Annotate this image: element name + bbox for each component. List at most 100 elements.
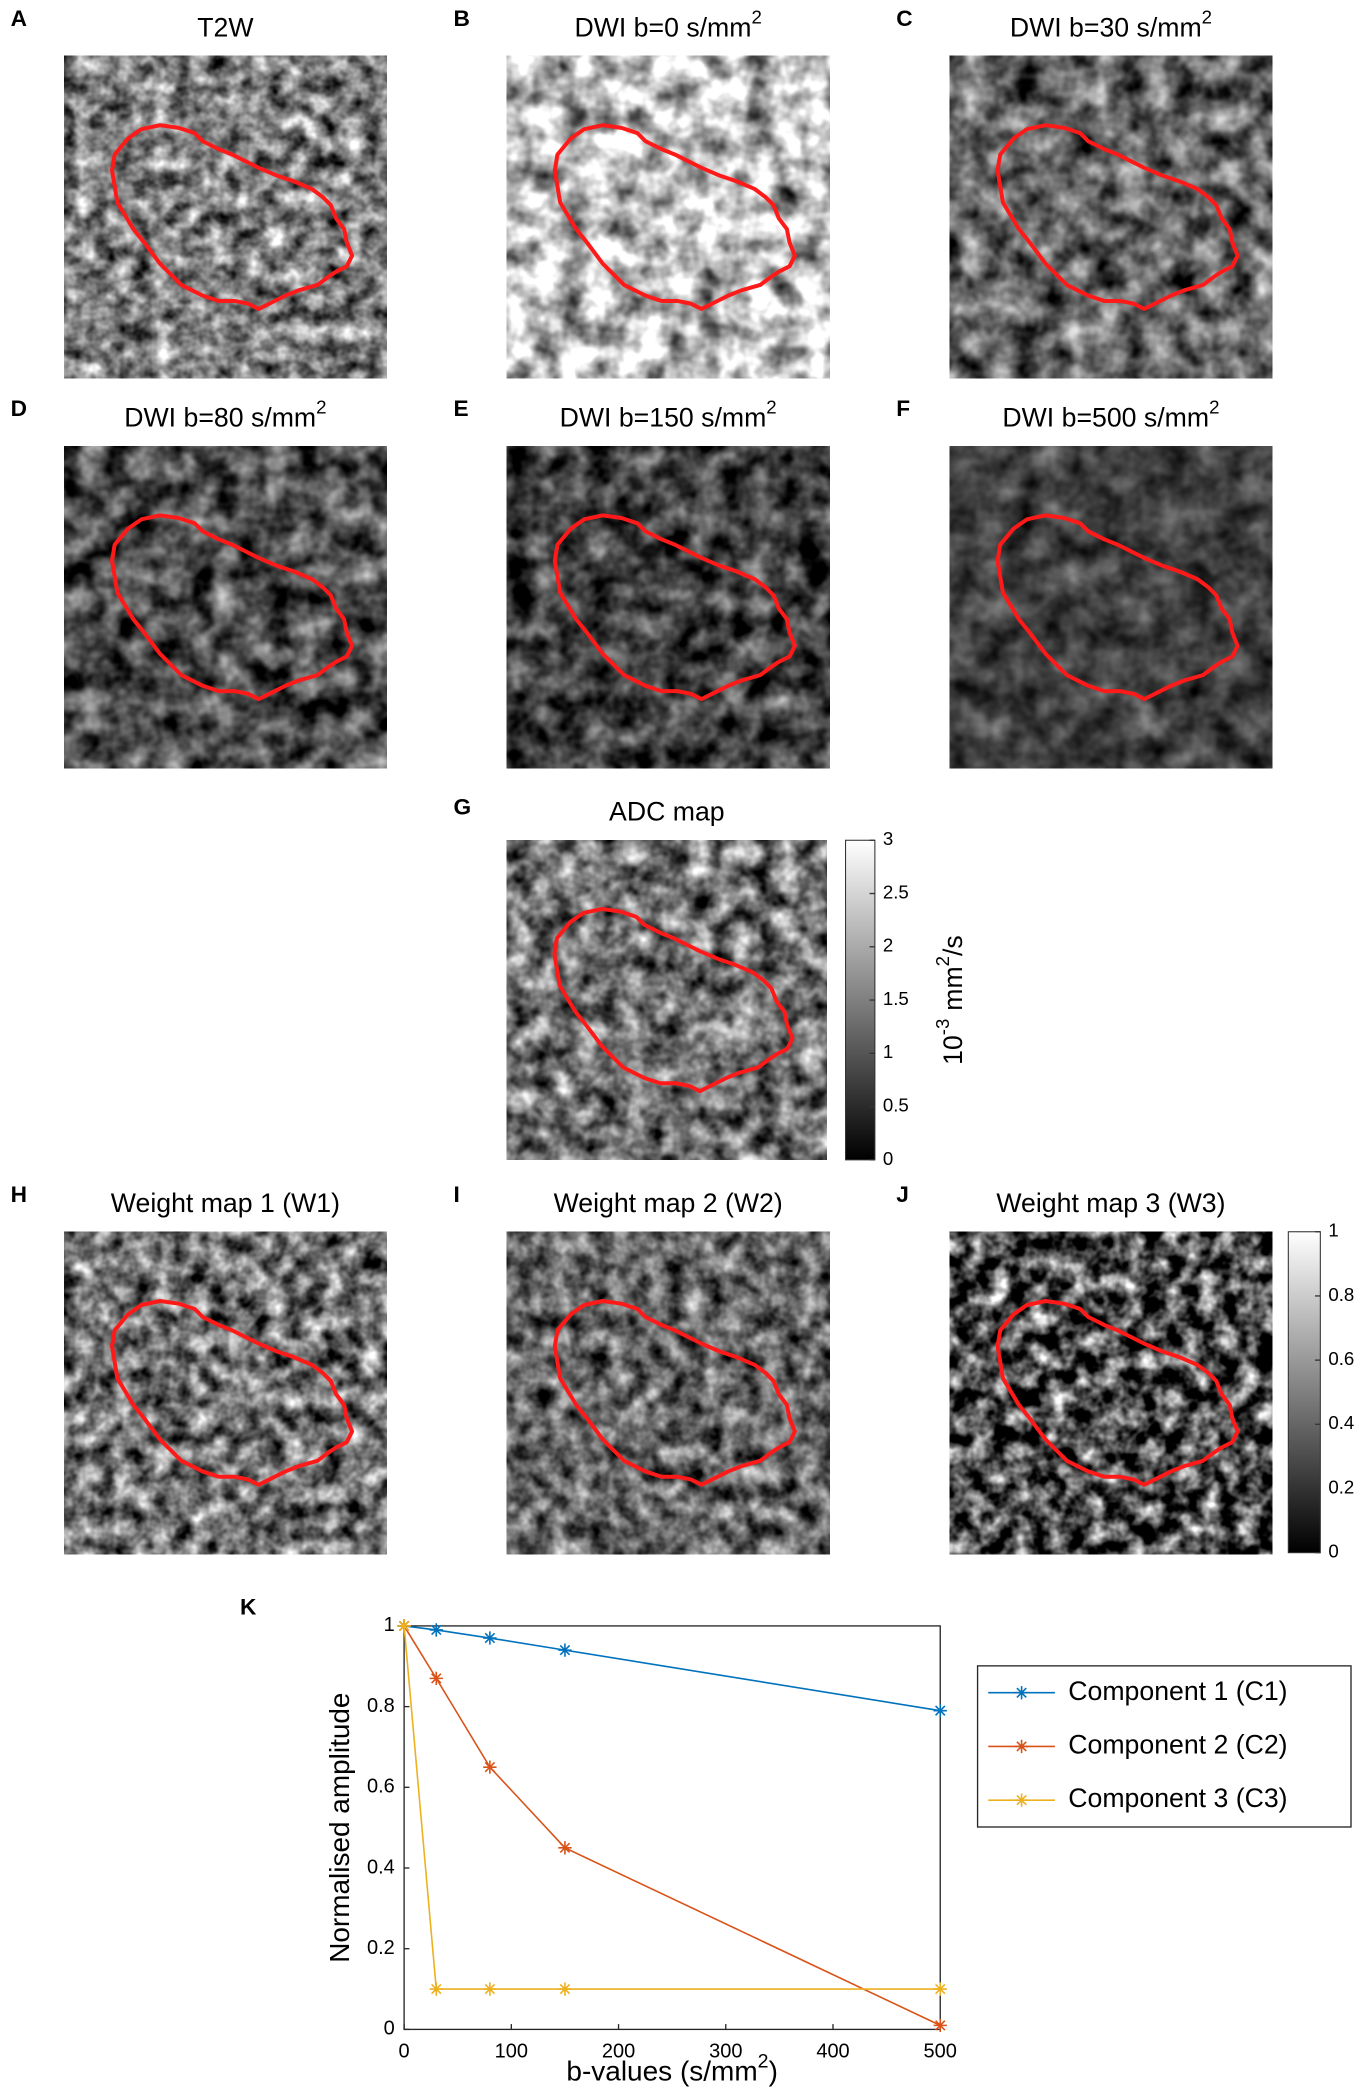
colorbar-label-text: mm: [938, 966, 968, 1010]
colorbar-tick-label: 2: [883, 935, 893, 956]
data-point: [429, 1623, 443, 1637]
data-point: [429, 1671, 443, 1686]
colorbar-label-text: /s: [938, 935, 968, 956]
mri-image: [506, 839, 828, 1161]
panel-letter: D: [11, 395, 27, 421]
colorbar-tick-label: 2.5: [883, 881, 909, 902]
plot-area: [403, 1625, 941, 2031]
y-tick-label: 1: [384, 1614, 395, 1636]
y-tick-label: 0.6: [367, 1776, 395, 1798]
panel-letter: C: [896, 5, 912, 31]
panel-title-text: Weight map 1 (W1): [111, 1188, 340, 1218]
panel-letter: I: [453, 1181, 459, 1207]
panel-title: DWI b=150 s/mm2: [560, 397, 777, 433]
panel-title: Weight map 1 (W1): [111, 1188, 340, 1218]
colorbar-tick-label: 0.4: [1328, 1412, 1354, 1433]
panel-title: T2W: [197, 12, 254, 42]
data-point: [429, 1982, 443, 1996]
colorbar-label-sup: -3: [932, 1019, 953, 1036]
mri-image: [949, 55, 1273, 379]
mri-image: [63, 55, 388, 379]
mri-image: [506, 1231, 830, 1555]
mri-image: [63, 1231, 388, 1555]
data-point: [558, 1982, 572, 1996]
data-point: [558, 1841, 572, 1855]
panel-letter: A: [11, 5, 27, 31]
panel-title-text: T2W: [197, 12, 254, 42]
colorbar: [1287, 1231, 1321, 1554]
panel-title-text: DWI b=30 s/mm: [1010, 12, 1202, 42]
panel-title-sup: 2: [1209, 397, 1219, 418]
mri-image: [949, 1231, 1273, 1555]
data-point: [397, 1619, 411, 1633]
legend-label: Component 2 (C2): [1068, 1729, 1287, 1759]
colorbar-label: 10-3 mm2/s: [932, 935, 968, 1065]
panel-title-text: DWI b=80 s/mm: [124, 403, 316, 433]
colorbar-tick-label: 1.5: [883, 988, 909, 1009]
panel-title-sup: 2: [1202, 7, 1212, 28]
panel-letter: G: [453, 793, 471, 819]
panel-title-text: DWI b=0 s/mm: [574, 12, 751, 42]
panel-letter: B: [453, 5, 469, 31]
panel-title: DWI b=30 s/mm2: [1010, 7, 1212, 43]
x-axis-label: b-values (s/mm2): [566, 2051, 778, 2087]
data-point: [558, 1643, 572, 1657]
colorbar-tick-label: 1: [1328, 1220, 1338, 1241]
x-tick-label: 400: [816, 2040, 849, 2062]
colorbar-label-sup: 2: [932, 956, 953, 966]
mri-image: [63, 445, 388, 769]
data-point: [483, 1631, 497, 1645]
x-axis-label-text: ): [769, 2056, 778, 2087]
legend-label: Component 1 (C1): [1068, 1676, 1287, 1706]
panel-title-text: DWI b=150 s/mm: [560, 403, 767, 433]
colorbar-tick-label: 0: [1328, 1541, 1338, 1562]
y-tick-label: 0.4: [367, 1856, 395, 1878]
x-tick-label: 100: [495, 2040, 528, 2062]
mri-image: [506, 55, 830, 379]
panel-title-sup: 2: [766, 397, 776, 418]
colorbar-tick-label: 1: [883, 1041, 893, 1062]
panel-letter: K: [240, 1594, 257, 1620]
panel-title: DWI b=500 s/mm2: [1002, 397, 1219, 433]
data-point: [483, 1982, 497, 1996]
y-axis-label: Normalised amplitude: [324, 1693, 355, 1963]
data-point: [933, 1982, 947, 1996]
panel-title-sup: 2: [751, 7, 761, 28]
y-tick-label: 0.2: [367, 1937, 395, 1959]
legend-marker: [1014, 1793, 1029, 1807]
panel-title: ADC map: [609, 797, 725, 827]
panel-letter: F: [896, 395, 910, 421]
y-tick-label: 0.8: [367, 1695, 395, 1717]
data-point: [483, 1760, 497, 1774]
panel-title: Weight map 2 (W2): [554, 1188, 783, 1218]
legend-marker: [1014, 1739, 1029, 1754]
legend-marker: [1014, 1686, 1029, 1700]
panel-title: DWI b=80 s/mm2: [124, 397, 326, 433]
colorbar-tick-label: 0.2: [1328, 1476, 1354, 1497]
panel-title: Weight map 3 (W3): [996, 1188, 1225, 1218]
x-axis-label-sup: 2: [758, 2051, 769, 2073]
panel-letter: J: [896, 1181, 909, 1207]
panel-title-sup: 2: [316, 397, 326, 418]
x-tick-label: 200: [602, 2040, 635, 2062]
x-tick-label: 500: [924, 2040, 957, 2062]
colorbar-tick-label: 3: [883, 828, 893, 849]
panel-title-text: ADC map: [609, 797, 725, 827]
colorbar-label-text: 10: [938, 1035, 968, 1065]
x-tick-label: 0: [399, 2040, 410, 2062]
mri-image: [506, 445, 830, 769]
y-tick-label: 0: [384, 2018, 395, 2040]
panel-title-text: Weight map 3 (W3): [996, 1188, 1225, 1218]
panel-letter: E: [453, 395, 468, 421]
colorbar-tick-label: 0.5: [883, 1095, 909, 1116]
panel-letter: H: [11, 1181, 27, 1207]
panel-title: DWI b=0 s/mm2: [574, 7, 761, 43]
legend-label: Component 3 (C3): [1068, 1783, 1287, 1813]
data-point: [933, 1703, 947, 1718]
panel-title-text: DWI b=500 s/mm: [1002, 403, 1209, 433]
panel-title-text: Weight map 2 (W2): [554, 1188, 783, 1218]
colorbar-tick-label: 0.8: [1328, 1284, 1354, 1305]
x-axis-label-text: b-values (s/mm: [566, 2056, 757, 2087]
